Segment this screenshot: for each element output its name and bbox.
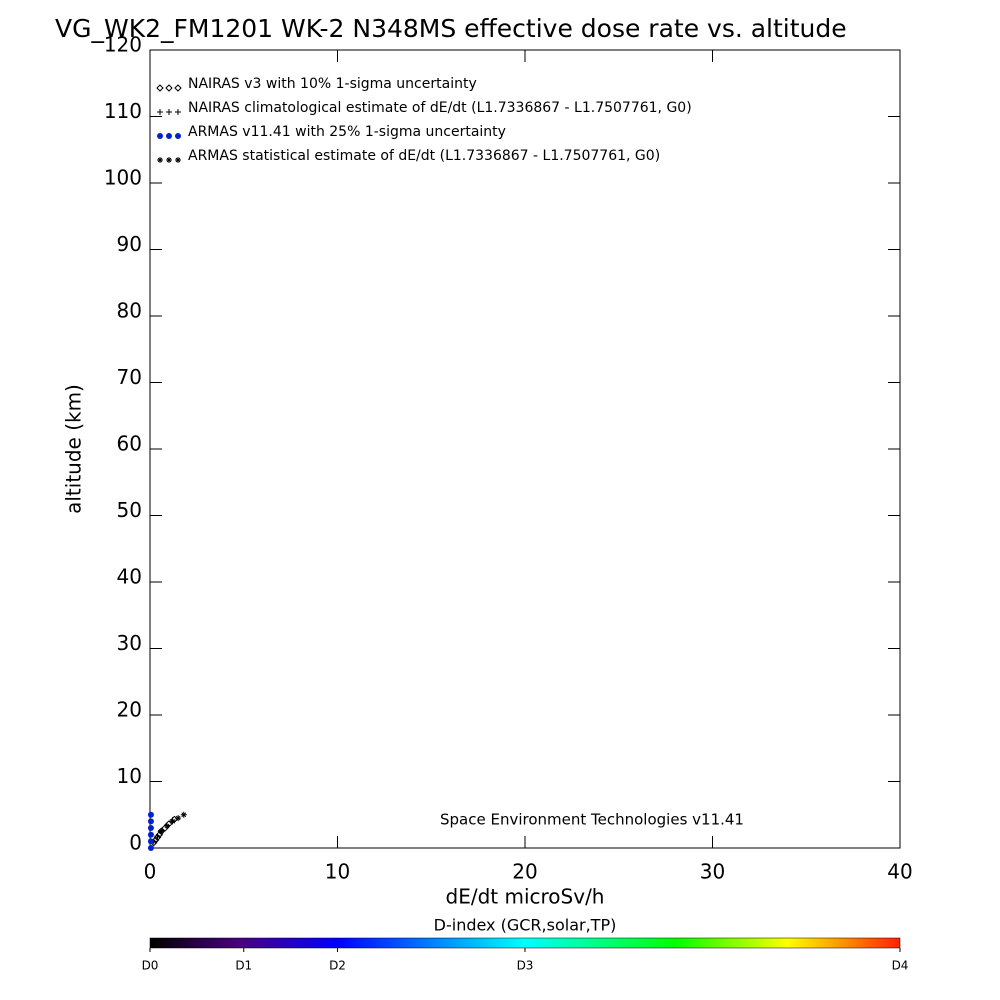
legend-marker xyxy=(174,84,182,92)
colorbar-tick-label: D3 xyxy=(517,959,534,973)
data-point xyxy=(147,811,154,818)
y-axis-label: altitude (km) xyxy=(62,384,86,514)
x-tick-label: 30 xyxy=(700,860,725,884)
y-tick-label: 10 xyxy=(117,764,142,788)
legend-marker xyxy=(166,157,172,163)
x-tick-label: 20 xyxy=(512,860,537,884)
legend-label: NAIRAS v3 with 10% 1-sigma uncertainty xyxy=(188,76,477,92)
y-tick-label: 60 xyxy=(117,432,142,456)
chart-title: VG_WK2_FM1201 WK-2 N348MS effective dose… xyxy=(55,14,847,43)
data-point xyxy=(175,815,182,822)
colorbar-tick-label: D1 xyxy=(235,959,252,973)
legend-marker xyxy=(157,109,163,115)
data-point xyxy=(147,845,154,851)
colorbar-tick-label: D2 xyxy=(329,959,346,973)
y-tick-label: 30 xyxy=(117,631,142,655)
data-point xyxy=(147,831,154,838)
legend-marker xyxy=(175,109,181,115)
legend-marker xyxy=(166,109,172,115)
legend-marker xyxy=(175,133,181,139)
x-tick-label: 40 xyxy=(887,860,912,884)
colorbar-label: D-index (GCR,solar,TP) xyxy=(434,916,617,935)
y-tick-label: 120 xyxy=(104,33,142,57)
annotation: Space Environment Technologies v11.41 xyxy=(440,811,744,829)
data-point xyxy=(169,818,176,825)
y-tick-label: 70 xyxy=(117,365,142,389)
data-point xyxy=(147,825,154,832)
y-tick-label: 90 xyxy=(117,232,142,256)
legend-marker xyxy=(165,84,173,92)
y-tick-label: 110 xyxy=(104,99,142,123)
x-tick-label: 0 xyxy=(144,860,157,884)
legend-marker xyxy=(166,133,172,139)
y-tick-label: 100 xyxy=(104,166,142,190)
data-point xyxy=(158,828,165,835)
legend-label: ARMAS statistical estimate of dE/dt (L1.… xyxy=(188,148,660,164)
colorbar-tick-label: D4 xyxy=(892,959,909,973)
x-tick-label: 10 xyxy=(325,860,350,884)
colorbar-tick-label: D0 xyxy=(142,959,159,973)
legend-label: NAIRAS climatological estimate of dE/dt … xyxy=(188,100,692,116)
legend-marker xyxy=(175,157,181,163)
y-tick-label: 40 xyxy=(117,565,142,589)
x-axis-label: dE/dt microSv/h xyxy=(446,885,605,909)
data-point xyxy=(147,838,154,845)
legend-marker xyxy=(157,133,163,139)
data-point xyxy=(163,823,170,830)
y-tick-label: 80 xyxy=(117,299,142,323)
legend-marker xyxy=(156,84,164,92)
legend-label: ARMAS v11.41 with 25% 1-sigma uncertaint… xyxy=(188,124,506,140)
colorbar xyxy=(149,937,901,949)
data-point xyxy=(180,811,187,818)
y-tick-label: 0 xyxy=(129,831,142,855)
legend-marker xyxy=(157,157,163,163)
y-tick-label: 50 xyxy=(117,498,142,522)
y-tick-label: 20 xyxy=(117,698,142,722)
data-point xyxy=(147,818,154,825)
data-point xyxy=(154,833,161,840)
